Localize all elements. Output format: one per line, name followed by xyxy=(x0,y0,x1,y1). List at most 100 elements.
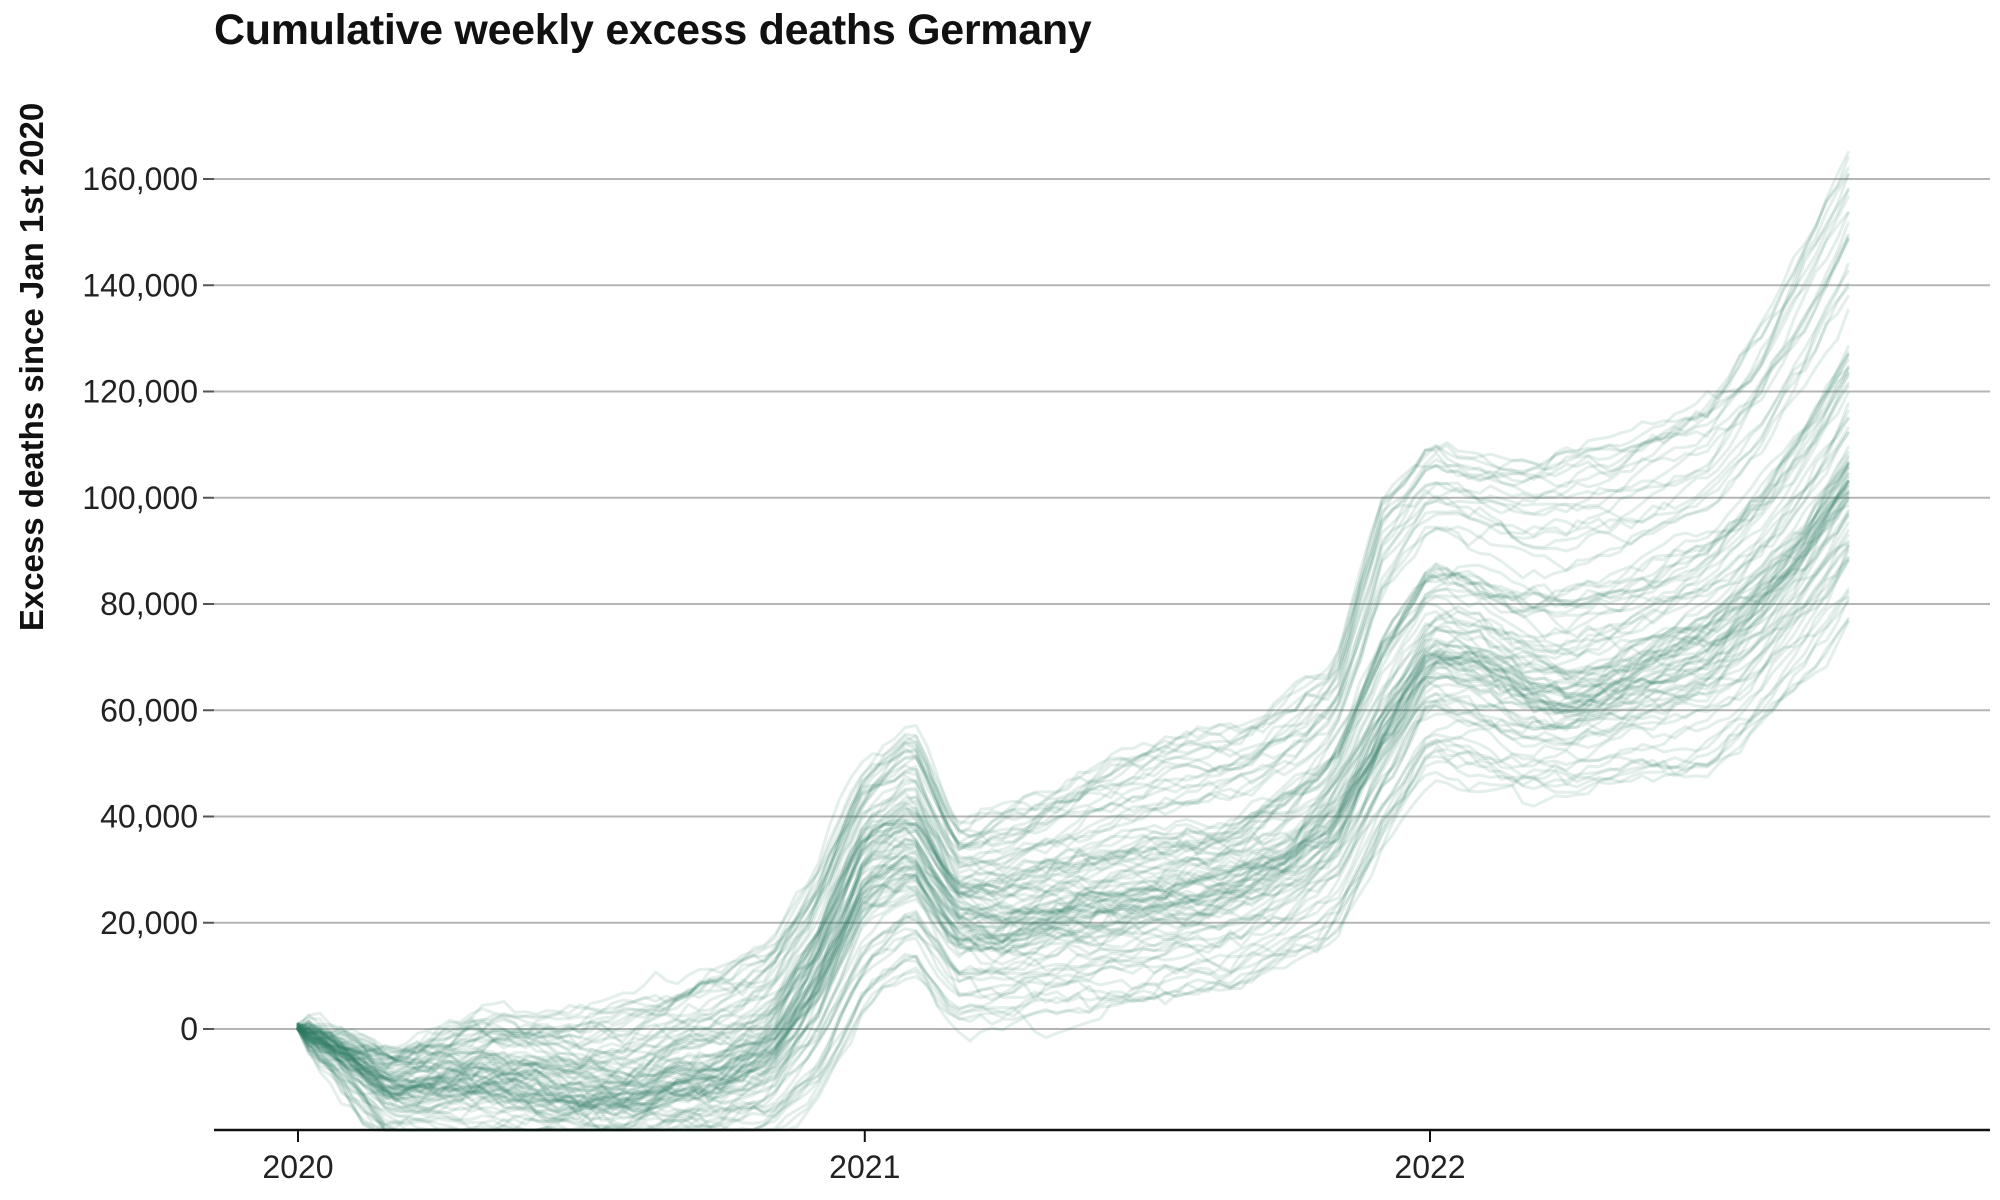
simulation-series-line xyxy=(296,472,1850,1104)
simulation-series-line xyxy=(296,402,1850,1089)
simulation-series-line xyxy=(296,238,1850,1066)
simulation-series-line xyxy=(296,497,1850,1110)
simulation-series-line xyxy=(296,431,1850,1102)
simulation-series-line xyxy=(296,475,1850,1113)
simulation-series-line xyxy=(296,187,1850,1074)
x-axis-ticks: 2020 2021 2022 xyxy=(262,1130,1466,1185)
simulation-series-line xyxy=(296,509,1850,1109)
simulation-series-line xyxy=(296,211,1850,1056)
simulation-series-line xyxy=(296,358,1850,1083)
chart-title: Cumulative weekly excess deaths Germany xyxy=(214,6,1092,54)
x-tick-label: 2020 xyxy=(262,1149,333,1185)
simulation-series-line xyxy=(296,286,1850,1066)
simulation-series-line xyxy=(296,541,1850,1125)
simulation-series-line xyxy=(296,543,1850,1132)
simulation-series-line xyxy=(296,539,1850,1132)
y-tick-label: 140,000 xyxy=(82,267,198,303)
simulation-series-line xyxy=(296,235,1850,1065)
simulation-series-line xyxy=(296,353,1850,1071)
simulation-series-line xyxy=(296,189,1850,1062)
simulation-series-line xyxy=(296,463,1850,1099)
y-tick-label: 80,000 xyxy=(100,586,198,622)
simulation-series-line xyxy=(296,557,1850,1132)
simulation-series-line xyxy=(296,481,1850,1107)
simulation-series-line xyxy=(296,308,1850,1068)
simulation-series-line xyxy=(296,166,1850,1062)
x-tick-label: 2021 xyxy=(829,1149,900,1185)
y-tick-label: 120,000 xyxy=(82,374,198,410)
y-tick-label: 0 xyxy=(180,1011,198,1047)
simulation-series-line xyxy=(296,472,1850,1111)
simulation-series-line xyxy=(296,496,1850,1108)
y-tick-label: 60,000 xyxy=(100,692,198,728)
simulation-series-line xyxy=(296,533,1850,1130)
simulation-series-line xyxy=(296,173,1850,1071)
simulation-series-line xyxy=(296,221,1850,1050)
simulation-series-line xyxy=(296,480,1850,1109)
simulation-series-line xyxy=(296,195,1850,1060)
simulation-series-line xyxy=(296,270,1850,1062)
simulation-series-line xyxy=(296,367,1850,1082)
simulation-series-line xyxy=(296,462,1850,1093)
simulation-series-line xyxy=(296,485,1850,1113)
simulation-series-line xyxy=(296,479,1850,1112)
simulation-series-line xyxy=(296,366,1850,1080)
simulation-series-line xyxy=(296,511,1850,1123)
simulation-series-line xyxy=(296,417,1850,1097)
simulation-series-line xyxy=(296,211,1850,1054)
simulation-series-line xyxy=(296,490,1850,1122)
simulation-series-line xyxy=(296,445,1850,1111)
simulation-series-line xyxy=(296,489,1850,1107)
simulation-series-line xyxy=(296,490,1850,1114)
simulation-series-line xyxy=(296,353,1850,1083)
simulation-series-line xyxy=(296,426,1850,1080)
simulation-series-line xyxy=(296,374,1850,1092)
simulation-series-line xyxy=(296,466,1850,1091)
simulation-series-line xyxy=(296,151,1850,1062)
simulation-series-line xyxy=(296,371,1850,1083)
simulation-series-line xyxy=(296,409,1850,1085)
simulation-series-line xyxy=(296,504,1850,1130)
simulation-series-line xyxy=(296,172,1850,1061)
simulation-series-line xyxy=(296,556,1850,1132)
simulation-series-line xyxy=(296,466,1850,1104)
simulation-series-line xyxy=(296,484,1850,1126)
grid-lines xyxy=(203,178,1990,1030)
simulation-series-line xyxy=(296,451,1850,1105)
simulation-series-line xyxy=(296,416,1850,1092)
y-tick-label: 100,000 xyxy=(82,480,198,516)
simulation-series-line xyxy=(296,529,1850,1119)
simulation-lines xyxy=(296,151,1850,1132)
simulation-series-line xyxy=(296,462,1850,1106)
simulation-series-line xyxy=(296,465,1850,1117)
simulation-series-line xyxy=(296,513,1850,1132)
simulation-series-line xyxy=(296,461,1850,1110)
simulation-series-line xyxy=(296,351,1850,1088)
simulation-series-line xyxy=(296,372,1850,1092)
simulation-series-line xyxy=(296,496,1850,1123)
simulation-series-line xyxy=(296,456,1850,1103)
y-axis-tick-labels: 0 20,000 40,000 60,000 80,000 100,000 120,000 1… xyxy=(82,161,198,1047)
simulation-series-line xyxy=(296,233,1850,1061)
simulation-series-line xyxy=(296,460,1850,1109)
simulation-series-line xyxy=(296,381,1850,1090)
simulation-series-line xyxy=(296,156,1850,1055)
simulation-series-line xyxy=(296,391,1850,1082)
y-tick-label: 40,000 xyxy=(100,799,198,835)
simulation-series-line xyxy=(296,238,1850,1066)
simulation-series-line xyxy=(296,480,1850,1121)
simulation-series-line xyxy=(296,384,1850,1079)
y-tick-label: 20,000 xyxy=(100,905,198,941)
simulation-series-line xyxy=(296,514,1850,1119)
simulation-series-line xyxy=(296,262,1850,1062)
simulation-series-line xyxy=(296,492,1850,1100)
x-tick-label: 2022 xyxy=(1394,1149,1465,1185)
simulation-series-line xyxy=(296,454,1850,1097)
simulation-series-line xyxy=(296,282,1850,1065)
simulation-series-line xyxy=(296,479,1850,1102)
simulation-series-line xyxy=(296,365,1850,1085)
simulation-series-line xyxy=(296,521,1850,1130)
simulation-series-line xyxy=(296,295,1850,1071)
simulation-series-line xyxy=(296,345,1850,1071)
